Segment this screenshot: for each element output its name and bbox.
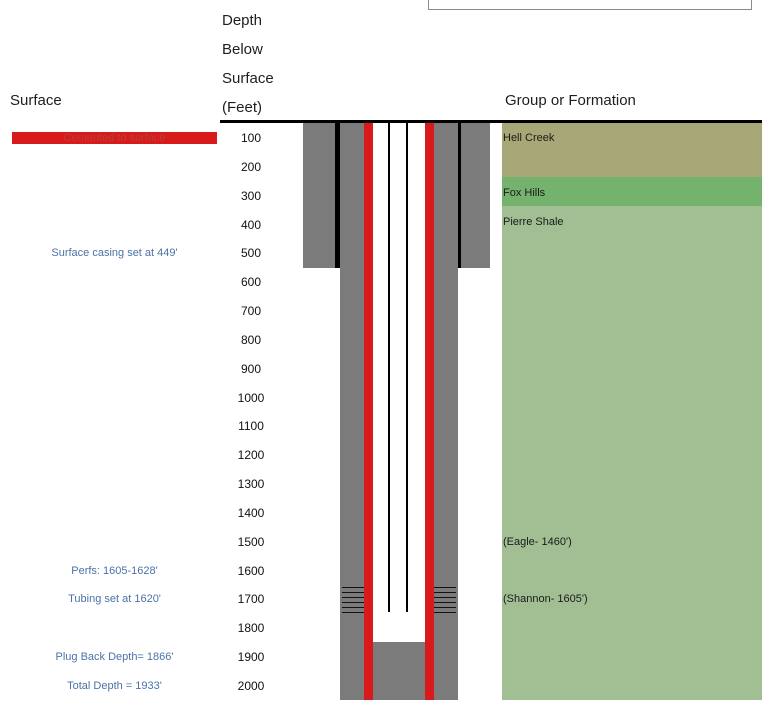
- ground-surface-line: [220, 120, 762, 123]
- production-cement-left: [340, 122, 364, 700]
- depth-header-line-2: Below: [222, 41, 263, 58]
- formation-layer: [502, 122, 762, 177]
- depth-tick: 800: [240, 332, 262, 347]
- depth-tick: 1300: [237, 477, 265, 492]
- depth-tick: 400: [240, 217, 262, 232]
- formation-label: Pierre Shale: [503, 215, 564, 228]
- depth-header-line-1: Depth: [222, 12, 263, 29]
- depth-header-line-4: (Feet): [222, 99, 263, 116]
- depth-tick: 100: [240, 131, 262, 145]
- depth-tick: 1400: [237, 505, 265, 520]
- formation-label: Hell Creek: [503, 132, 555, 144]
- well-annotation: Total Depth = 1933': [67, 679, 162, 692]
- depth-tick: 1800: [237, 621, 265, 636]
- production-casing-left: [364, 122, 373, 700]
- surface-casing-right: [456, 122, 461, 268]
- depth-tick: 500: [240, 246, 262, 261]
- wellbore-interior: [373, 122, 425, 642]
- depth-tick: 600: [240, 275, 262, 290]
- depth-tick: 1000: [237, 390, 265, 405]
- depth-header: Depth Below Surface (Feet): [222, 6, 302, 122]
- tubing-right: [406, 122, 408, 612]
- depth-tick: 300: [240, 188, 262, 203]
- well-annotation: Plug Back Depth= 1866': [55, 651, 174, 664]
- production-casing-right: [425, 122, 434, 700]
- surface-cement-left: [303, 122, 335, 268]
- formation-layer: [502, 176, 762, 206]
- perforations-left: [342, 587, 364, 613]
- surface-casing-left: [335, 122, 340, 268]
- depth-tick: 1900: [237, 650, 265, 665]
- depth-tick: 1700: [237, 592, 265, 607]
- formation-header: Group or Formation: [505, 92, 636, 109]
- production-cement-right: [434, 122, 458, 700]
- depth-tick: 1600: [237, 563, 265, 578]
- formation-label: Fox Hills: [503, 186, 546, 199]
- depth-tick: 1100: [238, 419, 264, 434]
- depth-tick: 200: [240, 159, 262, 174]
- depth-tick: 700: [240, 304, 262, 319]
- depth-tick: 900: [240, 361, 262, 376]
- well-annotation: Perfs: 1605-1628': [71, 564, 158, 577]
- formation-layer: [502, 205, 762, 700]
- tubing-left: [388, 122, 390, 612]
- depth-tick: 2000: [237, 678, 265, 693]
- surface-cement-right: [461, 122, 490, 268]
- formation-column: [502, 122, 762, 700]
- surface-header: Surface: [10, 92, 62, 109]
- formation-marker-label: (Eagle- 1460'): [503, 535, 572, 548]
- perforations-right: [434, 587, 456, 613]
- depth-tick: 1200: [237, 448, 265, 463]
- well-annotation: Surface casing set at 449': [51, 247, 178, 260]
- legend-box: [428, 0, 752, 10]
- depth-tick: 1500: [237, 534, 265, 549]
- well-annotation: Tubing set at 1620': [68, 593, 161, 606]
- plug-back: [373, 642, 425, 700]
- formation-marker-label: (Shannon- 1605'): [503, 593, 588, 606]
- depth-header-line-3: Surface: [222, 70, 274, 87]
- well-annotation: Cemented to surface: [12, 132, 217, 144]
